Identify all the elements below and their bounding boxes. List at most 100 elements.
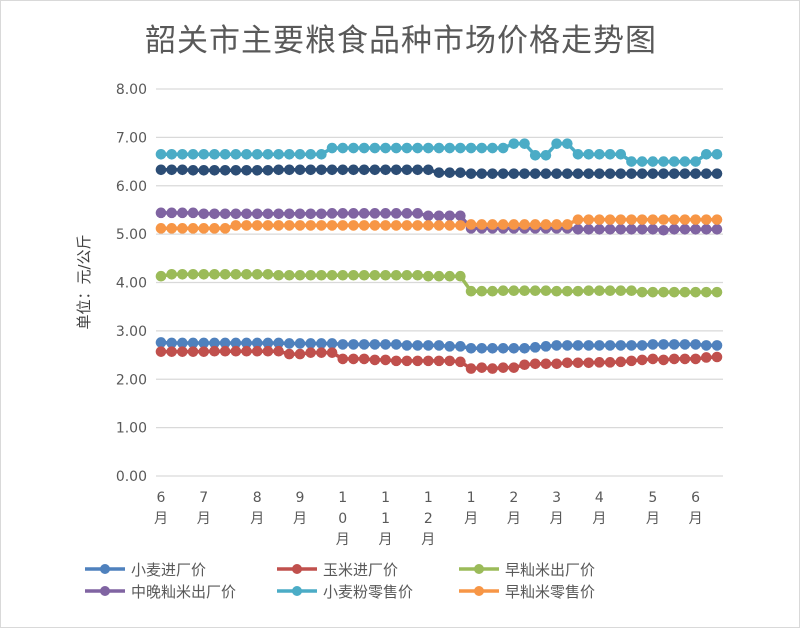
data-point <box>262 337 274 349</box>
data-point <box>198 164 210 176</box>
data-point <box>166 164 177 176</box>
data-point <box>508 342 520 354</box>
data-point <box>583 149 594 160</box>
data-point <box>583 223 594 235</box>
data-point <box>658 168 669 179</box>
data-point <box>305 164 316 176</box>
data-point <box>412 164 423 176</box>
data-point <box>572 223 584 235</box>
data-point <box>540 149 552 161</box>
data-point <box>230 149 242 160</box>
data-point <box>647 223 659 235</box>
data-point <box>348 269 359 281</box>
data-point <box>444 210 455 222</box>
data-point <box>668 286 680 298</box>
data-point <box>444 220 455 231</box>
data-point <box>401 208 413 219</box>
data-point <box>251 345 263 357</box>
y-tick-label: 0.00 <box>116 469 147 485</box>
data-point <box>658 354 669 366</box>
data-point <box>465 168 477 179</box>
x-tick-label: 6月 <box>688 490 703 527</box>
data-point <box>326 347 338 358</box>
data-point <box>519 342 530 354</box>
data-point <box>284 338 295 349</box>
data-point <box>166 207 177 219</box>
data-point <box>487 285 498 297</box>
legend-label: 早籼米出厂价 <box>505 561 595 579</box>
data-point <box>177 268 188 280</box>
data-point <box>626 340 637 351</box>
data-point <box>219 208 231 220</box>
data-point <box>433 220 445 231</box>
data-point <box>508 285 520 297</box>
data-point <box>594 149 605 160</box>
data-point <box>487 168 498 179</box>
data-point <box>455 142 466 154</box>
data-point <box>519 138 530 149</box>
data-point <box>519 219 530 230</box>
data-point <box>679 168 691 179</box>
data-point <box>358 164 370 176</box>
y-tick-label: 8.00 <box>116 82 147 98</box>
data-point <box>230 220 242 231</box>
data-point <box>294 208 306 220</box>
data-point <box>583 340 594 351</box>
legend-label: 早籼米零售价 <box>505 583 595 601</box>
data-point <box>337 269 349 281</box>
data-point <box>444 355 455 367</box>
data-point <box>423 355 434 367</box>
data-point <box>326 220 338 231</box>
data-point <box>433 210 445 222</box>
data-point <box>679 214 691 225</box>
data-point <box>358 339 370 350</box>
data-point <box>305 269 316 281</box>
data-point <box>177 164 188 176</box>
data-point <box>166 268 177 280</box>
data-point <box>668 223 680 235</box>
data-point <box>337 164 349 176</box>
data-point <box>690 223 701 235</box>
data-point <box>209 149 220 160</box>
data-point <box>155 337 167 348</box>
data-point <box>636 354 648 366</box>
data-point <box>433 340 445 351</box>
data-point <box>604 168 616 179</box>
x-tick-label: 1月 <box>464 490 479 527</box>
data-point <box>594 223 605 235</box>
data-point <box>711 214 723 225</box>
data-point <box>636 214 648 225</box>
data-point <box>604 357 616 368</box>
legend-marker <box>292 564 302 574</box>
data-point <box>262 208 274 220</box>
data-point <box>209 223 220 234</box>
data-point <box>155 164 167 176</box>
data-point <box>658 214 669 225</box>
data-point <box>572 340 584 351</box>
data-point <box>305 149 316 160</box>
data-point <box>219 223 231 234</box>
data-point <box>604 223 616 235</box>
data-point <box>487 219 498 230</box>
data-point <box>487 142 498 154</box>
data-point <box>626 214 637 225</box>
data-point <box>444 270 455 282</box>
legend-marker <box>474 564 484 574</box>
data-point <box>636 168 648 179</box>
data-point <box>615 285 627 297</box>
data-point <box>155 270 167 282</box>
data-point <box>508 138 520 149</box>
data-point <box>358 269 370 281</box>
data-point <box>658 339 669 350</box>
data-point <box>380 142 391 154</box>
data-point <box>433 355 445 367</box>
data-point <box>316 269 327 281</box>
data-point <box>711 351 723 363</box>
data-point <box>529 342 541 353</box>
data-point <box>487 363 498 374</box>
data-point <box>476 362 488 373</box>
data-point <box>690 214 701 225</box>
data-point <box>508 362 520 373</box>
data-point <box>487 342 498 354</box>
